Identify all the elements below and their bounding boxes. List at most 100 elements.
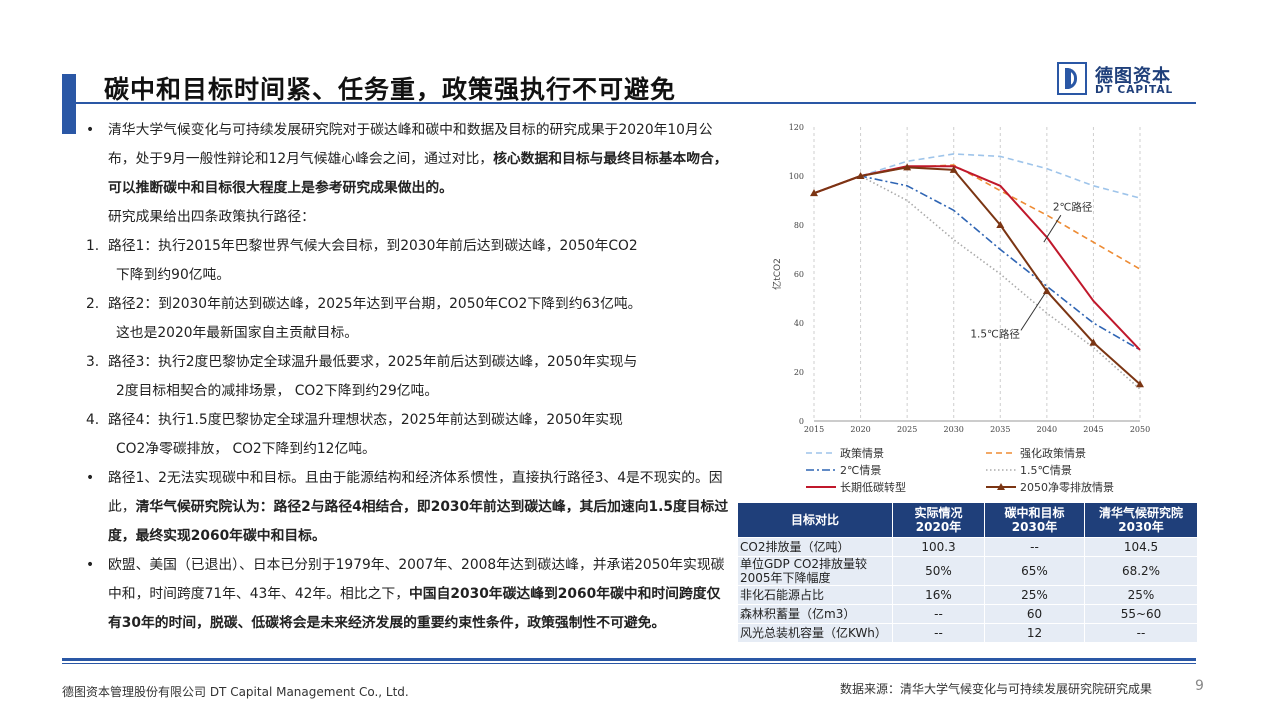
logo-icon: [1057, 62, 1087, 95]
x-tick-label: 2045: [1083, 425, 1103, 434]
table-cell: 25%: [984, 585, 1085, 605]
legend-label: 强化政策情景: [1020, 446, 1086, 460]
body-text: 清华大学气候变化与可持续发展研究院对于碳达峰和碳中和数据及目标的研究成果于202…: [86, 116, 731, 638]
bold-span: 清华气候研究院认为：路径2与路径4相结合，即2030年前达到碳达峰，其后加速向1…: [108, 499, 729, 544]
series-marker: [996, 221, 1005, 228]
table-row: 单位GDP CO2排放量较2005年下降幅度 50% 65% 68.2%: [737, 556, 1198, 586]
table-header: 清华气候研究院 2030年: [1084, 502, 1198, 538]
route-3: 3. 路径3：执行2度巴黎协定全球温升最低要求，2025年前后达到碳达峰，2050…: [86, 348, 731, 406]
series-line-1: [813, 153, 1141, 199]
legend-label: 2℃情景: [840, 464, 881, 477]
series-marker: [810, 189, 818, 197]
footer-divider: [62, 658, 1196, 661]
table-cell: --: [892, 623, 985, 643]
series-line-2: [813, 164, 1141, 270]
legend-label: 1.5℃情景: [1020, 464, 1072, 477]
target-comparison-table: 目标对比 实际情况 2020年 碳中和目标 2030年 清华气候研究院 2030…: [737, 502, 1198, 643]
x-tick-label: 2030: [944, 425, 964, 434]
table-cell: 100.3: [892, 537, 985, 557]
bold-span: 核心数据和目标与最终目标基本吻合，可以推断碳中和目标很大程度上是参考研究成果做出…: [108, 151, 728, 196]
text-span: CO2净零碳排放， CO2下降到约12亿吨。: [116, 441, 376, 457]
table-cell: 25%: [1084, 585, 1198, 605]
table-cell: 55~60: [1084, 604, 1198, 624]
table-row: 森林积蓄量（亿m3） -- 60 55~60: [737, 604, 1198, 624]
table-cell: 12: [984, 623, 1085, 643]
route-number: 2.: [86, 296, 100, 312]
x-tick-label: 2050: [1130, 425, 1150, 434]
table-cell: 单位GDP CO2排放量较2005年下降幅度: [737, 556, 893, 586]
table-cell: 50%: [892, 556, 985, 586]
emissions-chart: 0 20 40 60 80 100 120 2015 2020 2025 2030 2035 2040 2…: [762, 112, 1162, 502]
series-line-3: [813, 175, 1141, 351]
text-span: 清华大学气候变化与可持续发展研究院对于碳达峰和碳中和数据及目标的研究成果于202…: [108, 122, 713, 167]
y-axis-label: 亿tCO2: [771, 258, 783, 290]
series-line-5: [813, 165, 1141, 351]
y-tick-label: 80: [794, 221, 804, 230]
text-span: 路径3：执行2度巴黎协定全球温升最低要求，2025年前后达到碳达峰，2050年实…: [108, 354, 638, 370]
series-marker: [949, 165, 958, 173]
footer-divider-thin: [62, 663, 1196, 664]
text-span: 路径1：执行2015年巴黎世界气候大会目标，到2030年前后达到碳达峰，2050…: [108, 238, 638, 254]
title-accent-bar: [62, 74, 76, 134]
table-row: 非化石能源占比 16% 25% 25%: [737, 585, 1198, 605]
table-header: 碳中和目标 2030年: [984, 502, 1085, 538]
route-number: 4.: [86, 412, 100, 428]
legend-label: 2050净零排放情景: [1020, 480, 1114, 494]
text-span: 路径1、2无法实现碳中和目标。且由于能源结构和经济体系惯性，直接执行路径3、4是…: [108, 470, 723, 515]
annotation-leader: [1020, 293, 1046, 331]
y-tick-label: 60: [794, 270, 804, 279]
table-cell: --: [892, 604, 985, 624]
logo-text-cn: 德图资本: [1095, 66, 1171, 87]
bullet-comparison: 欧盟、美国（已退出）、日本已分别于1979年、2007年、2008年达到碳达峰，…: [86, 551, 731, 638]
legend-label: 政策情景: [840, 446, 884, 460]
route-1: 1. 路径1：执行2015年巴黎世界气候大会目标，到2030年前后达到碳达峰，20…: [86, 232, 731, 290]
table-cell: 风光总装机容量（亿KWh）: [737, 623, 893, 643]
legend-marker: [997, 483, 1005, 490]
series-marker: [903, 163, 912, 171]
series-line-4: [813, 175, 1141, 390]
table-cell: 森林积蓄量（亿m3）: [737, 604, 893, 624]
table-row: CO2排放量（亿吨） 100.3 -- 104.5: [737, 537, 1198, 557]
page-title: 碳中和目标时间紧、任务重，政策强执行不可避免: [104, 75, 677, 104]
route-number: 3.: [86, 354, 100, 370]
text-span: 2度目标相契合的减排场景， CO2下降到约29亿吨。: [116, 383, 439, 399]
table-cell: 68.2%: [1084, 556, 1198, 586]
table-header: 实际情况 2020年: [892, 502, 985, 538]
series-marker: [856, 172, 865, 179]
table-cell: 16%: [892, 585, 985, 605]
page-number: 9: [1195, 678, 1204, 694]
footer-company: 德图资本管理股份有限公司 DT Capital Management Co., …: [62, 685, 409, 699]
x-tick-label: 2015: [804, 425, 824, 434]
y-tick-label: 20: [794, 368, 804, 377]
text-span: 下降到约90亿吨。: [116, 267, 231, 283]
text-span: 路径4：执行1.5度巴黎协定全球温升理想状态，2025年前达到碳达峰，2050年…: [108, 412, 623, 428]
bullet-conclusion: 路径1、2无法实现碳中和目标。且由于能源结构和经济体系惯性，直接执行路径3、4是…: [86, 464, 731, 551]
text-span: 研究成果给出四条政策执行路径：: [108, 209, 315, 225]
footer-source: 数据来源：清华大学气候变化与可持续发展研究院研究成果: [840, 682, 1153, 696]
bold-span: 中国自2030年碳达峰到2060年碳中和时间跨度仅有30年的时间，脱碳、低碳将会…: [108, 586, 721, 631]
x-tick-label: 2025: [897, 425, 917, 434]
table-cell: --: [984, 537, 1085, 557]
table-cell: --: [1084, 623, 1198, 643]
table-header-row: 目标对比 实际情况 2020年 碳中和目标 2030年 清华气候研究院 2030…: [737, 502, 1198, 538]
logo-text-en: DT CAPITAL: [1095, 84, 1174, 96]
y-tick-label: 120: [789, 123, 804, 132]
table-cell: 非化石能源占比: [737, 585, 893, 605]
y-tick-label: 40: [794, 319, 804, 328]
table-row: 风光总装机容量（亿KWh） -- 12 --: [737, 623, 1198, 643]
text-span: 这也是2020年最新国家自主贡献目标。: [116, 325, 359, 341]
bullet-research-summary: 清华大学气候变化与可持续发展研究院对于碳达峰和碳中和数据及目标的研究成果于202…: [86, 116, 731, 232]
table-cell: 60: [984, 604, 1085, 624]
annotation-2c: 2℃路径: [1053, 200, 1093, 213]
company-logo: 德图资本 DT CAPITAL: [1057, 62, 1187, 98]
route-4: 4. 路径4：执行1.5度巴黎协定全球温升理想状态，2025年前达到碳达峰，205…: [86, 406, 731, 464]
y-tick-label: 100: [789, 172, 804, 181]
title-divider: [62, 102, 1196, 104]
route-2: 2. 路径2：到2030年前达到碳达峰，2025年达到平台期，2050年CO2下降…: [86, 290, 731, 348]
series-marker: [1136, 380, 1144, 388]
legend-label: 长期低碳转型: [840, 480, 906, 494]
series-marker: [1089, 338, 1098, 346]
x-tick-label: 2040: [1037, 425, 1057, 434]
text-span: 欧盟、美国（已退出）、日本已分别于1979年、2007年、2008年达到碳达峰，…: [108, 557, 725, 602]
